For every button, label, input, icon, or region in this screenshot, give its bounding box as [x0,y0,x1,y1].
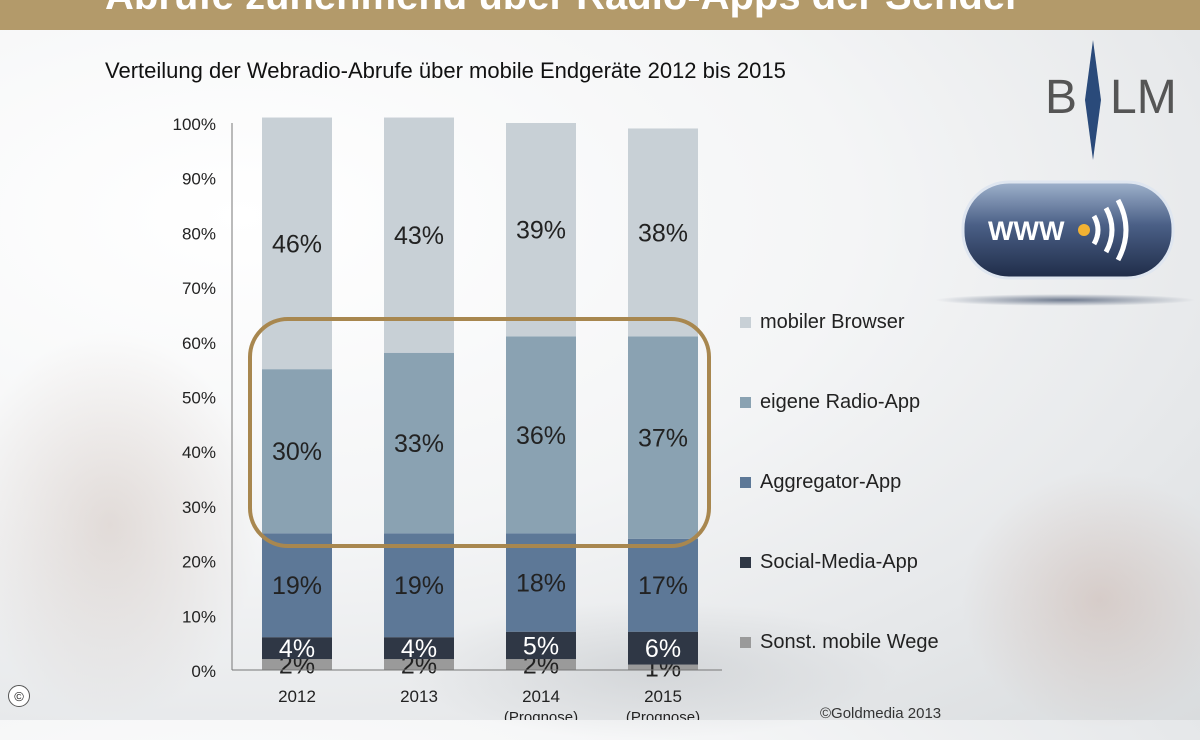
background-blur-left [0,330,260,720]
data-label: 18% [516,569,566,597]
bar-segment [384,637,454,660]
legend-label: mobiler Browser [760,310,905,333]
background-blur-right [960,470,1200,730]
data-label: 39% [516,217,566,245]
y-tick-label: 30% [182,498,216,517]
bar-segment [384,659,454,670]
copyright-icon: © [8,685,30,707]
legend-swatch [740,476,751,488]
y-tick-label: 0% [191,662,216,681]
y-tick-label: 90% [182,170,216,189]
data-label: 4% [401,635,437,663]
y-tick-label: 100% [173,115,216,134]
stacked-bar-chart: 0%10%20%30%40%50%60%70%80%90%100%2%4%19%… [173,115,722,720]
blm-logo: B LM [1045,40,1177,160]
legend-label: Aggregator-App [760,470,902,493]
y-tick-label: 40% [182,443,216,462]
highlight-box [248,317,711,548]
bar-segment [262,369,332,534]
legend-swatch [740,396,751,408]
bar-segment [628,631,698,665]
data-label: 5% [523,632,559,660]
legend-item-aggregator-app: Aggregator-App [740,470,901,494]
y-tick-label: 20% [182,553,216,572]
bar-segment [262,533,332,638]
bar-segment [506,659,576,670]
legend-item-social-media-app: Social-Media-App [740,550,918,574]
bar-segment [628,664,698,670]
logo-needle-icon [1085,40,1101,160]
copyright-text: ©Goldmedia 2013 [820,705,942,722]
legend-label: Social-Media-App [760,550,918,573]
data-label: 33% [394,430,444,458]
bar-segment [628,336,698,539]
x-tick-label: 2012 [278,687,316,706]
title-bar: Abrufe zunehmend über Radio-Apps der Sen… [0,0,1200,30]
data-label: 46% [272,230,322,258]
bar-segment [384,352,454,534]
y-tick-label: 70% [182,279,216,298]
bar-segment [506,123,576,337]
legend-item-eigene-radio-app: eigene Radio-App [740,390,920,414]
bar-segment [262,637,332,660]
logo-text-right: LM [1110,71,1177,124]
data-label: 30% [272,438,322,466]
data-label: 4% [279,635,315,663]
data-label: 6% [645,635,681,663]
data-label: 19% [272,572,322,600]
x-tick-label: 2015 [644,687,682,706]
bar-segment [384,117,454,353]
y-tick-label: 60% [182,334,216,353]
bar-segment [506,533,576,632]
chart-subtitle: Verteilung der Webradio-Abrufe über mobi… [105,58,786,83]
x-tick-label: 2014 [522,687,560,706]
bar-segment [262,659,332,670]
bar-segment [628,538,698,632]
legend-item-mobiler-browser: mobiler Browser [740,310,904,334]
data-label: 43% [394,222,444,250]
logo-text-left: B [1045,71,1077,124]
data-label: 19% [394,572,444,600]
webradio-badge-icon: WWW [935,180,1195,306]
bar-segment [262,117,332,370]
bar-segment [628,128,698,337]
y-tick-label: 50% [182,389,216,408]
legend-swatch [740,636,751,648]
legend-label: Sonst. mobile Wege [760,630,939,653]
legend-item-sonst-mobile-wege: Sonst. mobile Wege [740,630,939,654]
page-title: Abrufe zunehmend über Radio-Apps der Sen… [105,0,1021,19]
data-label: 36% [516,422,566,450]
x-tick-sublabel: (Prognose) [504,709,578,720]
data-label: 37% [638,425,688,453]
bar-segment [506,336,576,534]
legend-swatch [740,556,751,568]
y-tick-label: 10% [182,607,216,626]
badge-text: WWW [988,216,1065,246]
y-tick-label: 80% [182,224,216,243]
data-label: 17% [638,572,688,600]
legend-swatch [740,316,751,328]
bar-segment [384,533,454,638]
bar-segment [506,631,576,660]
legend-label: eigene Radio-App [760,390,921,413]
data-label: 38% [638,219,688,247]
x-tick-label: 2013 [400,687,438,706]
x-tick-sublabel: (Prognose) [626,709,700,720]
